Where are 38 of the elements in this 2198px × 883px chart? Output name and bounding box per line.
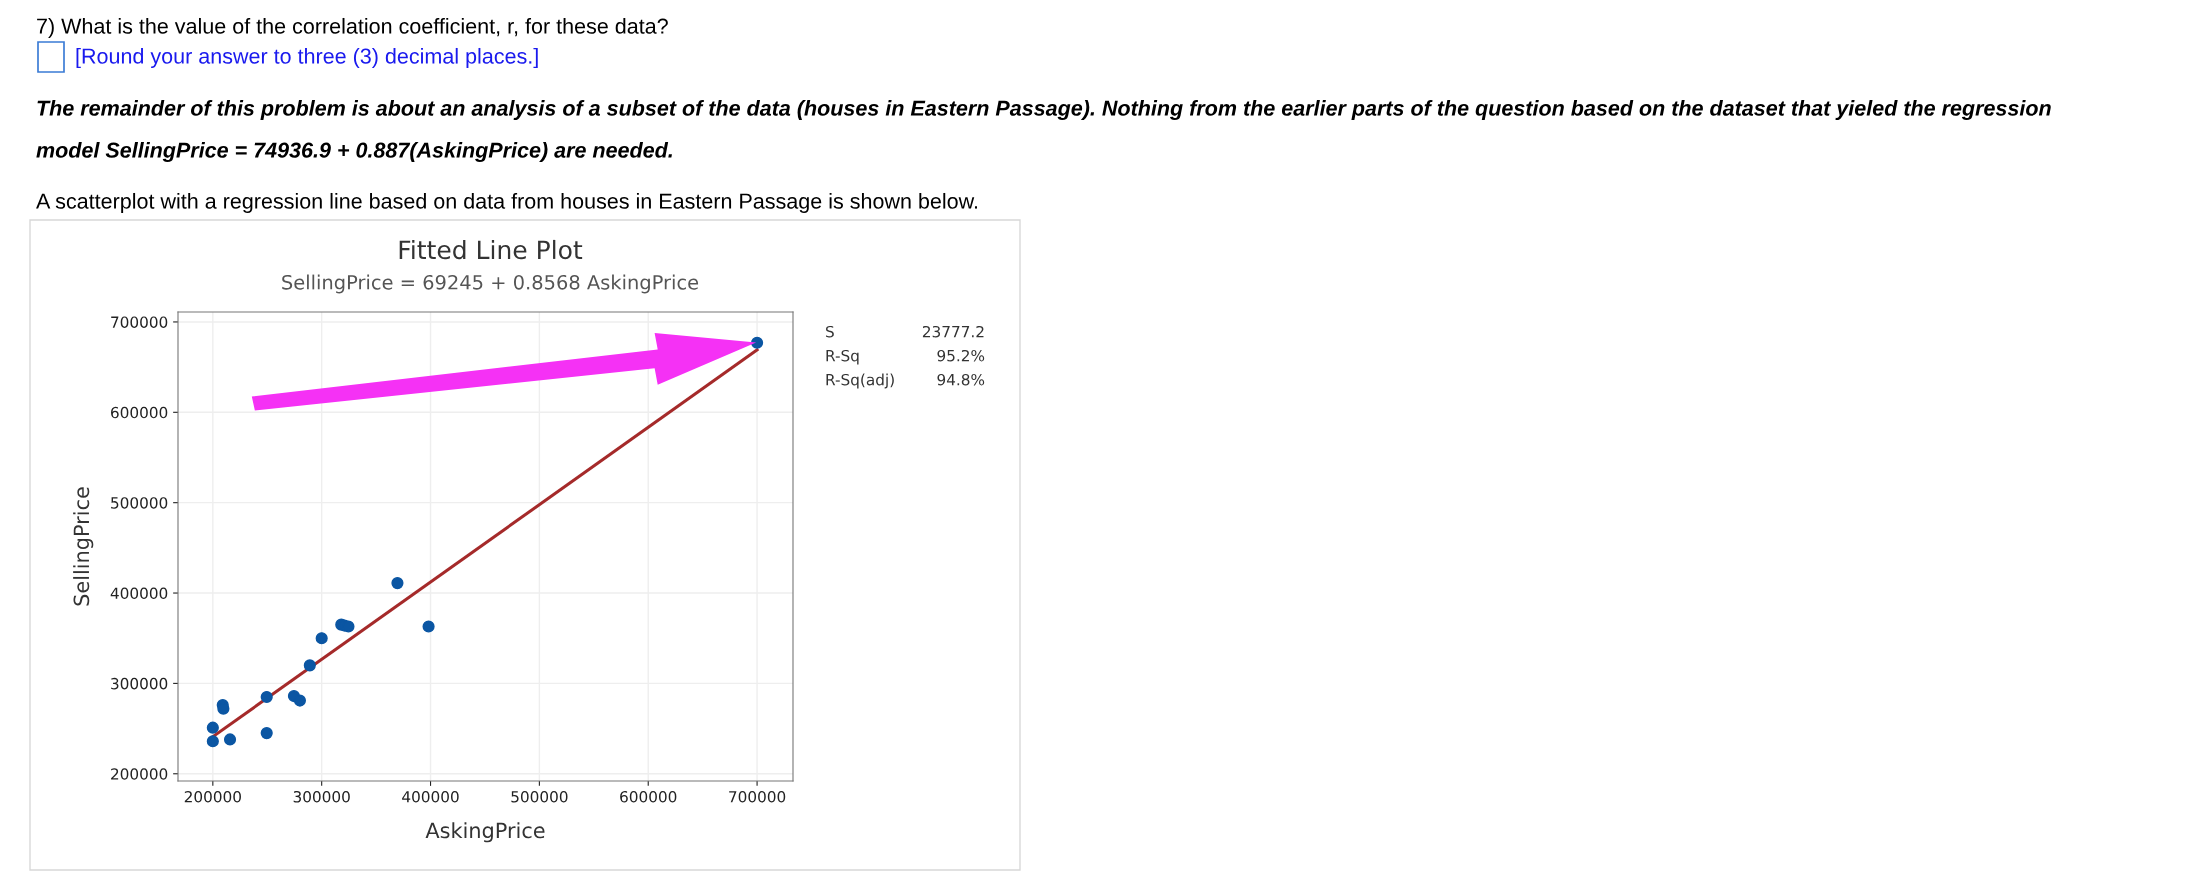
x-tick-label: 300000 xyxy=(293,790,350,803)
x-tick-label: 600000 xyxy=(620,790,677,803)
text: The remainder of this problem is about an analysis of a subset of the data (houses in Eastern Passage). Nothing from the earlier parts of the question based on the dataset that yieled the regression xyxy=(37,99,2051,121)
text: 7) What is the value of the correlation coefficient, r, for these data? xyxy=(37,17,668,39)
y-axis-title: SellingPrice xyxy=(73,487,94,606)
text: S xyxy=(826,325,834,338)
text: R-Sq xyxy=(826,349,859,365)
text: R-Sq(adj) xyxy=(826,373,894,389)
text: A scatterplot with a regression line based on data from houses in Eastern Passage is shown below. xyxy=(36,192,978,214)
point xyxy=(751,336,764,349)
x-axis-title: AskingPrice xyxy=(425,822,545,843)
y-tick-label: 400000 xyxy=(110,587,168,600)
point xyxy=(223,733,237,746)
y-tick-label: 600000 xyxy=(111,406,168,419)
text: 94.8% xyxy=(937,373,985,386)
point xyxy=(206,735,219,748)
x-tick-label: 200000 xyxy=(184,790,241,803)
text: model SellingPrice = 74936.9 + 0.887(AskingPrice) are needed. xyxy=(36,141,672,163)
chart-subtitle: SellingPrice = 69245 + 0.8568 AskingPrice xyxy=(282,274,699,294)
x-tick-label: 500000 xyxy=(511,790,568,803)
chart-title: Fitted Line Plot xyxy=(399,239,583,260)
point xyxy=(260,727,273,740)
text: 23777.2 xyxy=(922,325,984,338)
point xyxy=(315,632,328,645)
y-tick-label: 200000 xyxy=(111,768,168,780)
y-tick-label: 700000 xyxy=(111,316,168,328)
text: 95.2% xyxy=(937,349,985,362)
y-tick-label: 300000 xyxy=(111,677,168,690)
point xyxy=(391,577,404,590)
point xyxy=(206,721,219,734)
x-tick-label: 400000 xyxy=(402,790,459,803)
point xyxy=(422,620,435,633)
point xyxy=(293,694,306,707)
text: [Round your answer to three (3) decimal places.] xyxy=(76,47,538,69)
y-tick-label: 500000 xyxy=(111,497,168,509)
point xyxy=(303,659,316,672)
point xyxy=(260,690,273,704)
x-tick-label: 700000 xyxy=(729,790,786,803)
